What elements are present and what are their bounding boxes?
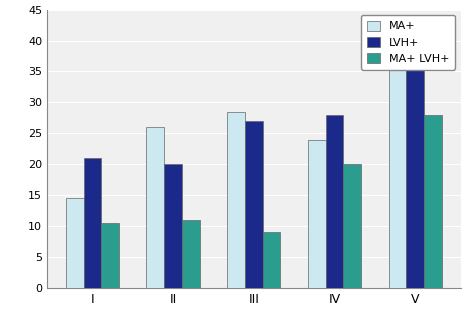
- Bar: [389, 34, 406, 288]
- Bar: [84, 158, 102, 288]
- Bar: [147, 127, 164, 288]
- Bar: [326, 115, 344, 288]
- Bar: [263, 232, 281, 288]
- Bar: [245, 121, 263, 288]
- Legend: MA+, LVH+, MA+ LVH+: MA+, LVH+, MA+ LVH+: [361, 15, 455, 70]
- Bar: [227, 112, 245, 288]
- Bar: [182, 220, 200, 288]
- Bar: [102, 223, 119, 288]
- Bar: [164, 164, 182, 288]
- Bar: [424, 115, 442, 288]
- Bar: [344, 164, 361, 288]
- Bar: [66, 198, 84, 288]
- Bar: [308, 140, 326, 288]
- Bar: [406, 65, 424, 288]
